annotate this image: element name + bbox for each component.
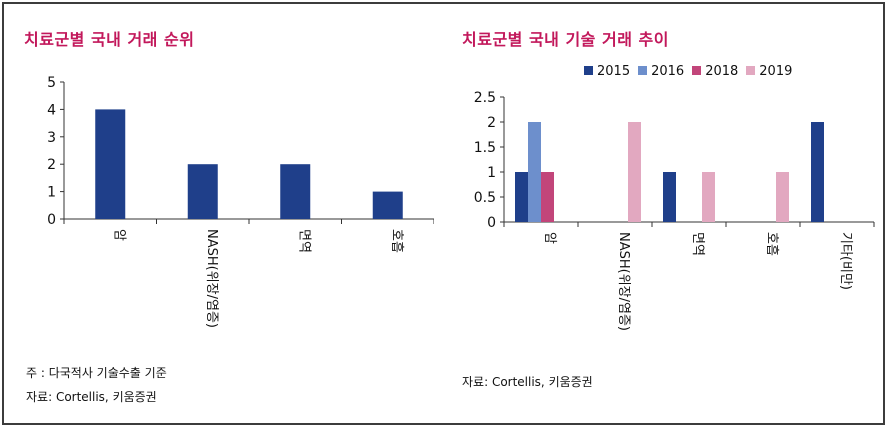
y-tick-label: 3 xyxy=(47,130,56,146)
legend-item-2016: 2016 xyxy=(638,64,684,79)
left-chart-title: 치료군별 국내 거래 순위 xyxy=(24,30,195,49)
left-bar-chart: 0 1 2 3 4 5 암 NASH(위장/염증) 면역 호흡 xyxy=(47,75,434,328)
legend-item-2019: 2019 xyxy=(746,64,792,79)
bar xyxy=(628,122,641,222)
bar xyxy=(187,164,218,219)
bar xyxy=(95,109,126,219)
legend-swatch xyxy=(584,66,593,75)
legend-swatch xyxy=(638,66,648,75)
y-tick-label: 4 xyxy=(47,102,56,118)
y-tick-label: 0 xyxy=(47,212,56,228)
right-bar-chart: 0 0.5 1 1.5 2 2.5 암 NASH(위장/염증) 면역 호흡 기타(비만) xyxy=(474,90,875,331)
x-tick-label: 호흡 xyxy=(764,232,779,256)
x-tick-label: NASH(위장/염증) xyxy=(616,232,631,331)
right-source: 자료: Cortellis, 키움증권 xyxy=(462,375,593,389)
left-source: 자료: Cortellis, 키움증권 xyxy=(26,390,157,404)
x-tick-label: 면역 xyxy=(296,229,311,253)
right-chart-legend: 2015 2016 2018 2019 xyxy=(584,64,800,79)
bar xyxy=(541,172,554,222)
y-tick-label: 1 xyxy=(47,185,56,201)
y-tick-label: 2.5 xyxy=(474,90,496,106)
y-tick-label: 0.5 xyxy=(474,190,496,206)
x-tick-label: 암 xyxy=(111,229,126,241)
y-tick-label: 5 xyxy=(47,75,56,91)
bar xyxy=(515,172,528,222)
legend-item-2015: 2015 xyxy=(584,64,630,79)
y-tick-label: 1 xyxy=(487,165,496,181)
legend-label: 2016 xyxy=(651,64,685,79)
bar xyxy=(663,172,676,222)
y-tick-label: 2 xyxy=(47,157,56,173)
left-panel: 치료군별 국내 거래 순위 0 1 2 3 4 5 암 NASH(위장/염증) 면역 호흡 주 :… xyxy=(4,4,434,423)
bar xyxy=(811,122,824,222)
x-tick-label: 면역 xyxy=(690,232,705,256)
legend-label: 2019 xyxy=(759,64,793,79)
figure-frame: 치료군별 국내 거래 순위 0 1 2 3 4 5 암 NASH(위장/염증) 면역 호흡 주 :… xyxy=(2,2,885,425)
x-tick-label: NASH(위장/염증) xyxy=(204,229,219,328)
right-panel: 치료군별 국내 기술 거래 추이 2015 2016 2018 2019 0 0.5 1 1… xyxy=(444,4,884,423)
bar xyxy=(280,164,311,219)
bar xyxy=(776,172,789,222)
y-tick-label: 2 xyxy=(487,115,496,131)
x-tick-label: 호흡 xyxy=(389,229,404,253)
x-tick-label: 기타(비만) xyxy=(838,232,853,290)
y-tick-label: 1.5 xyxy=(474,140,496,156)
bar xyxy=(702,172,715,222)
y-tick-label: 0 xyxy=(487,215,496,231)
left-note: 주 : 다국적사 기술수출 기준 xyxy=(26,366,167,380)
right-chart-title: 치료군별 국내 기술 거래 추이 xyxy=(462,30,669,49)
legend-swatch xyxy=(746,66,756,75)
legend-swatch xyxy=(692,66,702,75)
legend-label: 2018 xyxy=(705,64,739,79)
x-tick-label: 암 xyxy=(542,232,557,244)
bar xyxy=(528,122,541,222)
legend-label: 2015 xyxy=(597,64,631,79)
bar xyxy=(372,191,403,219)
legend-item-2018: 2018 xyxy=(692,64,738,79)
